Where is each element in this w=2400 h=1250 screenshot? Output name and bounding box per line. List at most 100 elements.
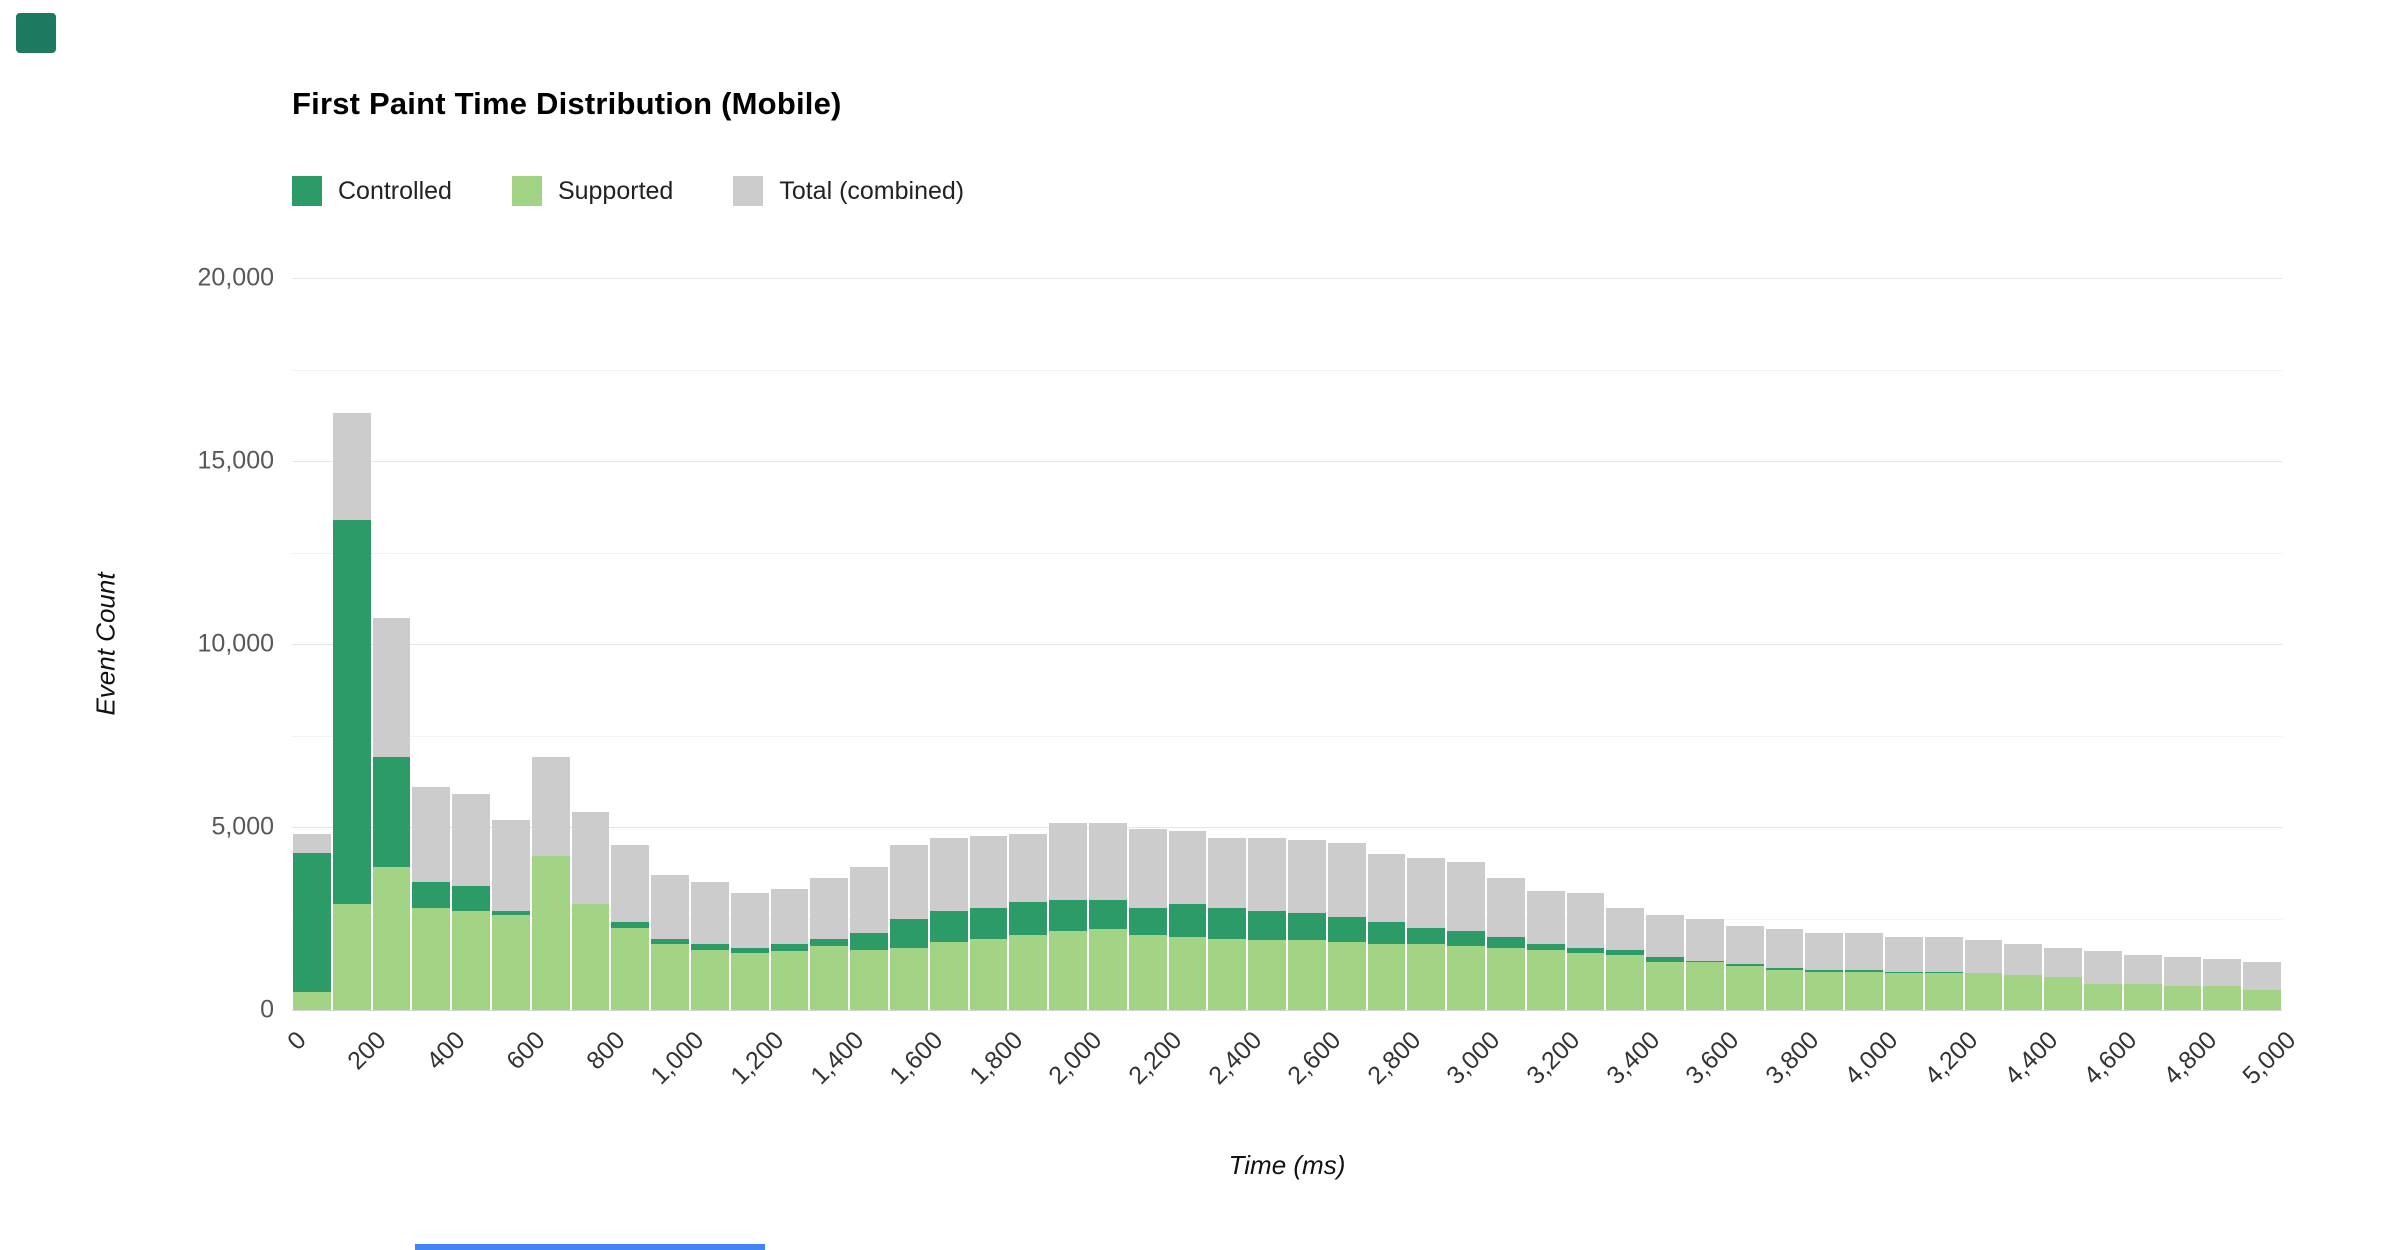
bottom-accent-line: [415, 1244, 765, 1250]
x-axis-tick-label: 3,400: [1600, 1026, 1666, 1091]
corner-marker: [16, 13, 56, 53]
bar-segment-supported: [810, 945, 849, 1010]
bar-segment-controlled: [1845, 969, 1883, 972]
bar-segment-supported: [332, 903, 371, 1010]
histogram-bar: [2044, 947, 2082, 1010]
bar-segment-controlled: [412, 881, 451, 908]
histogram-bar: [2123, 955, 2162, 1010]
plot-area: 0 5,000 10,000 15,000 20,000 0 200 400 600 800 1,0…: [198, 264, 2302, 1091]
histogram-bar: [1805, 933, 1844, 1010]
histogram-bar: [1765, 929, 1804, 1010]
bar-segment-controlled: [890, 918, 928, 948]
bar-segment-controlled: [1168, 903, 1207, 937]
x-axis-tick-label: 2,400: [1202, 1026, 1268, 1091]
bar-segment-supported: [531, 856, 570, 1010]
x-axis-tick-label: 1,800: [964, 1026, 1029, 1091]
histogram-bar: [1049, 823, 1087, 1010]
bar-segment-supported: [1447, 945, 1485, 1010]
bar-segment-supported: [1407, 944, 1446, 1010]
gridline: [292, 1010, 2282, 1011]
x-axis-tick-label: 4,200: [1919, 1026, 1984, 1091]
bar-segment-supported: [1208, 938, 1247, 1010]
x-axis-tick-label: 2,000: [1043, 1026, 1108, 1091]
histogram-bar: [2084, 951, 2122, 1010]
bar-segment-controlled: [1367, 922, 1406, 945]
bar-segment-supported: [1128, 934, 1167, 1010]
bar-segment-supported: [2084, 984, 2122, 1010]
bar-segment-controlled: [1407, 927, 1446, 945]
bar-segment-supported: [2044, 977, 2082, 1010]
bar-segment-controlled: [1128, 907, 1167, 935]
legend-label-total: Total (combined): [779, 176, 965, 205]
bar-segment-controlled: [611, 922, 650, 928]
histogram-bar: [1327, 843, 1366, 1010]
bar-segment-controlled: [293, 852, 331, 992]
bar-segment-controlled: [850, 933, 888, 950]
bar-segment-supported: [1049, 931, 1087, 1010]
x-axis-tick-label: 3,600: [1680, 1026, 1745, 1091]
bar-segment-supported: [611, 927, 650, 1010]
x-axis-tick-label: 1,600: [884, 1026, 949, 1091]
histogram-bar: [412, 786, 451, 1010]
histogram-bar: [452, 794, 490, 1010]
bar-segment-supported: [969, 938, 1008, 1010]
bar-segment-supported: [1964, 973, 2003, 1010]
histogram-bar: [1686, 918, 1724, 1010]
legend: Controlled Supported Total (combined): [292, 176, 964, 206]
bar-segment-controlled: [810, 938, 849, 946]
bar-segment-controlled: [1686, 960, 1724, 963]
x-axis-tick-label: 800: [580, 1026, 631, 1076]
histogram-bar: [2004, 944, 2043, 1010]
x-axis-tick-label: 2,800: [1362, 1026, 1427, 1091]
bar-segment-controlled: [452, 885, 490, 912]
histogram-bar: [1924, 936, 1963, 1010]
histogram-bar: [969, 836, 1008, 1010]
chart-title: First Paint Time Distribution (Mobile): [292, 86, 842, 121]
bar-segment-controlled: [1208, 907, 1247, 939]
gridline: [292, 461, 2282, 462]
gridline: [292, 644, 2282, 645]
histogram-bar: [332, 413, 371, 1010]
bar-segment-supported: [2123, 984, 2162, 1010]
bar-segment-controlled: [1924, 971, 1963, 974]
y-axis-tick-label: 5,000: [211, 812, 274, 841]
bar-segment-supported: [412, 907, 451, 1010]
histogram-bar: [691, 881, 729, 1010]
bar-segment-controlled: [929, 911, 968, 943]
histogram-bar: [929, 837, 968, 1010]
bar-segment-supported: [1646, 962, 1684, 1010]
histogram-bar: [850, 867, 888, 1010]
gridline: [292, 827, 2282, 828]
histogram-bar: [2243, 962, 2281, 1010]
legend-item-total: Total (combined): [733, 176, 964, 206]
histogram-bar: [890, 845, 928, 1010]
bar-segment-controlled: [1805, 969, 1844, 972]
histogram-bar: [810, 878, 849, 1010]
bar-segment-controlled: [651, 938, 689, 945]
histogram-bar: [1646, 914, 1684, 1010]
bar-segment-controlled: [691, 944, 729, 950]
y-axis-tick-label: 15,000: [197, 446, 274, 475]
bar-segment-supported: [571, 903, 610, 1010]
histogram-bar: [1367, 854, 1406, 1010]
bar-segment-supported: [1487, 947, 1525, 1010]
bar-segment-controlled: [1049, 900, 1087, 932]
bar-segment-controlled: [969, 907, 1008, 939]
histogram-bar: [1128, 828, 1167, 1010]
bar-segment-controlled: [1009, 902, 1048, 935]
bar-segment-controlled: [1526, 944, 1565, 950]
histogram-bar: [372, 618, 411, 1010]
bar-segment-supported: [1845, 971, 1883, 1010]
bar-segment-supported: [1805, 971, 1844, 1010]
y-axis-tick-label: 0: [260, 995, 274, 1024]
bar-segment-supported: [1566, 953, 1605, 1010]
bar-segment-supported: [890, 947, 928, 1010]
histogram-bar: [492, 819, 530, 1010]
bar-segment-supported: [1686, 962, 1724, 1010]
gridline: [292, 278, 2282, 279]
bar-segment-supported: [1288, 940, 1326, 1010]
x-axis-tick-label: 1,000: [645, 1026, 710, 1091]
bar-segment-controlled: [1089, 900, 1127, 930]
bar-segment-controlled: [1725, 964, 1764, 967]
